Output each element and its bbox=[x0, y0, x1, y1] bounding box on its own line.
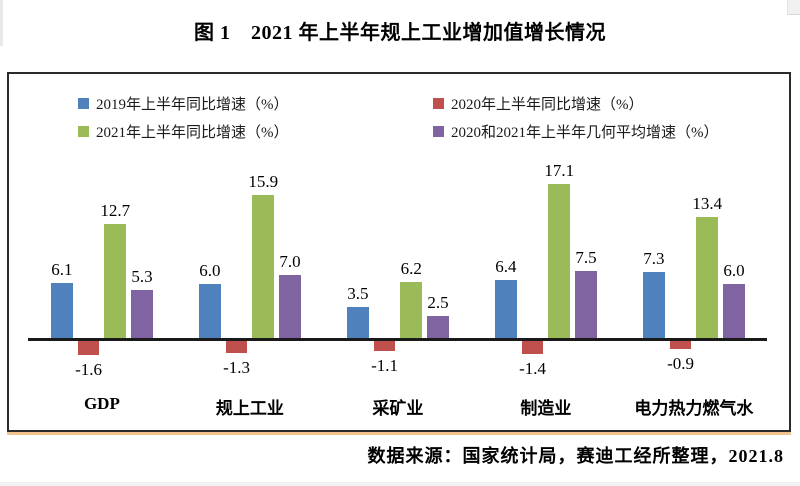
chart-frame: 2019年上半年同比增速（%） 2020年上半年同比增速（%） 2021年上半年同比… bbox=[7, 72, 791, 432]
figure-title: 图 1 2021 年上半年规上工业增加值增长情况 bbox=[194, 22, 606, 44]
bar bbox=[279, 275, 301, 338]
value-label: 13.4 bbox=[692, 194, 723, 214]
bar bbox=[427, 315, 449, 338]
source-note: 数据来源：国家统计局，赛迪工经所整理，2021.8 bbox=[367, 446, 784, 466]
value-label: -0.9 bbox=[667, 354, 694, 374]
bar bbox=[643, 272, 665, 338]
page-bottom-border bbox=[0, 482, 800, 486]
bar bbox=[252, 194, 275, 338]
value-label: 6.4 bbox=[495, 257, 517, 277]
value-label: 6.0 bbox=[199, 261, 221, 280]
bar bbox=[521, 341, 544, 354]
value-label: 7.5 bbox=[575, 247, 597, 267]
value-label: 6.2 bbox=[400, 259, 422, 279]
value-label: 6.0 bbox=[723, 261, 745, 280]
bar bbox=[400, 282, 423, 338]
value-label: -1.6 bbox=[75, 360, 102, 380]
value-label: 3.5 bbox=[347, 283, 369, 303]
legend-label: 2020年上半年同比增速（%） bbox=[451, 97, 644, 113]
bar bbox=[347, 306, 369, 338]
legend-label: 2020和2021年上半年几何平均增速（%） bbox=[451, 125, 719, 141]
bar bbox=[373, 341, 396, 351]
bar bbox=[131, 290, 153, 338]
legend-item: 2021年上半年同比增速（%） bbox=[78, 121, 289, 142]
legend-swatch-icon bbox=[78, 126, 89, 137]
bar bbox=[548, 184, 571, 338]
category-label: 制造业 bbox=[520, 399, 572, 418]
bar bbox=[495, 280, 517, 338]
legend-swatch-icon bbox=[78, 98, 89, 109]
value-label: -1.1 bbox=[371, 355, 398, 375]
category-label: GDP bbox=[83, 394, 120, 413]
legend-item: 2020年上半年同比增速（%） bbox=[433, 93, 644, 114]
bar bbox=[104, 223, 127, 338]
value-label: 6.1 bbox=[51, 260, 73, 280]
x-axis-line bbox=[28, 338, 767, 341]
legend-label: 2021年上半年同比增速（%） bbox=[96, 125, 289, 141]
bar bbox=[696, 217, 719, 338]
value-label: 12.7 bbox=[100, 200, 131, 220]
value-label: 2.5 bbox=[427, 292, 449, 312]
bar bbox=[225, 341, 248, 353]
plot-area: 6.1 -1.6 12.7 5.3 GDP 6.0 -1.3 15.9 7.0 规上工业 3.5 -1… bbox=[9, 74, 789, 430]
bar bbox=[77, 341, 100, 356]
window-edge-artifact-left bbox=[0, 0, 3, 46]
legend-item: 2019年上半年同比增速（%） bbox=[78, 93, 289, 114]
category-label: 规上工业 bbox=[215, 399, 284, 418]
value-label: -1.3 bbox=[223, 357, 250, 377]
legend-item: 2020和2021年上半年几何平均增速（%） bbox=[433, 121, 719, 142]
bar bbox=[669, 341, 692, 350]
window-edge-artifact-right bbox=[787, 0, 800, 15]
category-label: 电力热力燃气水 bbox=[634, 399, 754, 418]
bar bbox=[51, 283, 73, 338]
category-label: 采矿业 bbox=[372, 399, 424, 418]
value-label: 5.3 bbox=[131, 267, 153, 287]
bar bbox=[723, 284, 745, 338]
legend-swatch-icon bbox=[433, 126, 444, 137]
value-label: -1.4 bbox=[519, 358, 546, 378]
value-label: 15.9 bbox=[248, 171, 279, 191]
bar bbox=[575, 270, 597, 338]
legend-label: 2019年上半年同比增速（%） bbox=[96, 97, 289, 113]
value-label: 7.0 bbox=[279, 252, 301, 271]
bar bbox=[199, 284, 221, 338]
value-label: 17.1 bbox=[544, 161, 575, 181]
value-label: 7.3 bbox=[643, 249, 665, 269]
legend-swatch-icon bbox=[433, 98, 444, 109]
